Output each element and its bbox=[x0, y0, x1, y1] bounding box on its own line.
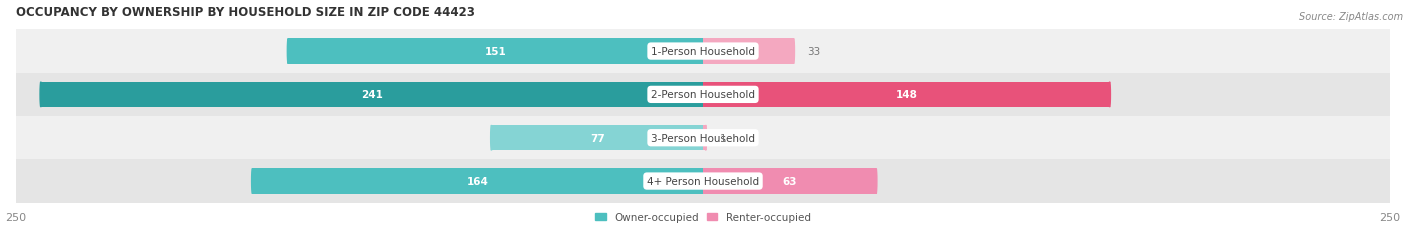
Text: Source: ZipAtlas.com: Source: ZipAtlas.com bbox=[1299, 12, 1403, 21]
Bar bbox=[288, 39, 703, 64]
Ellipse shape bbox=[876, 169, 877, 194]
Ellipse shape bbox=[1109, 82, 1111, 107]
Text: OCCUPANCY BY OWNERSHIP BY HOUSEHOLD SIZE IN ZIP CODE 44423: OCCUPANCY BY OWNERSHIP BY HOUSEHOLD SIZE… bbox=[15, 6, 475, 18]
Bar bbox=[703, 82, 1109, 107]
Bar bbox=[15, 160, 1391, 203]
Bar bbox=[41, 82, 703, 107]
Text: 151: 151 bbox=[485, 47, 506, 57]
Text: 1-Person Household: 1-Person Household bbox=[651, 47, 755, 57]
Text: 2-Person Household: 2-Person Household bbox=[651, 90, 755, 100]
Ellipse shape bbox=[491, 126, 492, 151]
Text: 33: 33 bbox=[807, 47, 821, 57]
Text: 1: 1 bbox=[720, 133, 725, 143]
Ellipse shape bbox=[39, 82, 42, 107]
Ellipse shape bbox=[287, 39, 288, 64]
Ellipse shape bbox=[793, 39, 794, 64]
Text: 63: 63 bbox=[782, 176, 797, 186]
Text: 77: 77 bbox=[591, 133, 605, 143]
Bar bbox=[492, 126, 703, 151]
Text: 241: 241 bbox=[361, 90, 382, 100]
Legend: Owner-occupied, Renter-occupied: Owner-occupied, Renter-occupied bbox=[591, 208, 815, 226]
Bar bbox=[703, 126, 706, 151]
Bar bbox=[15, 73, 1391, 117]
Bar bbox=[703, 169, 876, 194]
Bar bbox=[253, 169, 703, 194]
Bar bbox=[15, 117, 1391, 160]
Text: 164: 164 bbox=[467, 176, 489, 186]
Text: 4+ Person Household: 4+ Person Household bbox=[647, 176, 759, 186]
Bar bbox=[15, 30, 1391, 73]
Text: 3-Person Household: 3-Person Household bbox=[651, 133, 755, 143]
Text: 148: 148 bbox=[896, 90, 917, 100]
Ellipse shape bbox=[252, 169, 253, 194]
Bar bbox=[703, 39, 793, 64]
Ellipse shape bbox=[704, 126, 707, 151]
